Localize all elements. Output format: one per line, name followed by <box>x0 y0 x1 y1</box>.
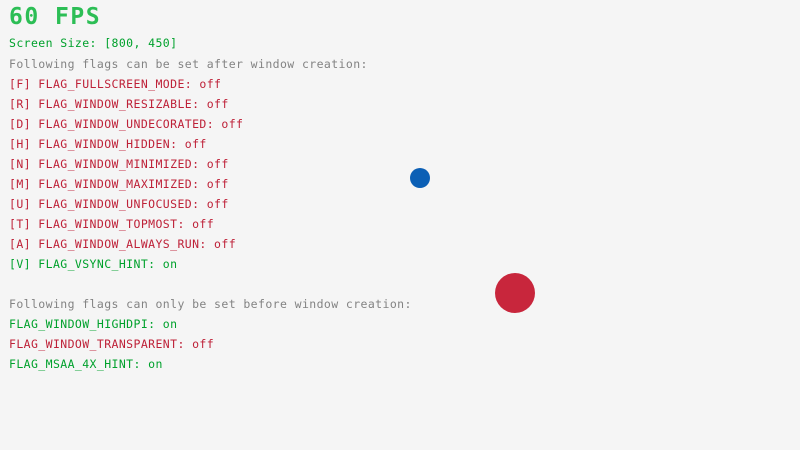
flag-line-flag_window_resizable[interactable]: [R] FLAG_WINDOW_RESIZABLE: off <box>9 97 229 111</box>
flag-line-flag_window_highdpi[interactable]: FLAG_WINDOW_HIGHDPI: on <box>9 317 178 331</box>
bouncing-ball-red <box>495 273 535 313</box>
flag-line-flag_window_always_run[interactable]: [A] FLAG_WINDOW_ALWAYS_RUN: off <box>9 237 237 251</box>
flag-line-flag_fullscreen_mode[interactable]: [F] FLAG_FULLSCREEN_MODE: off <box>9 77 222 91</box>
screen-size-label: Screen Size: [800, 450] <box>9 36 178 50</box>
flag-line-flag_window_maximized[interactable]: [M] FLAG_WINDOW_MAXIMIZED: off <box>9 177 229 191</box>
flag-line-flag_vsync_hint[interactable]: [V] FLAG_VSYNC_HINT: on <box>9 257 178 271</box>
flag-line-flag_window_unfocused[interactable]: [U] FLAG_WINDOW_UNFOCUSED: off <box>9 197 229 211</box>
creation-flags-header: Following flags can only be set before w… <box>9 297 412 311</box>
flag-line-flag_window_undecorated[interactable]: [D] FLAG_WINDOW_UNDECORATED: off <box>9 117 244 131</box>
fps-counter: 60 FPS <box>9 4 102 30</box>
flag-line-flag_window_topmost[interactable]: [T] FLAG_WINDOW_TOPMOST: off <box>9 217 215 231</box>
flag-line-flag_window_hidden[interactable]: [H] FLAG_WINDOW_HIDDEN: off <box>9 137 207 151</box>
bouncing-ball-blue <box>410 168 430 188</box>
flag-line-flag_window_transparent[interactable]: FLAG_WINDOW_TRANSPARENT: off <box>9 337 215 351</box>
runtime-flags-header: Following flags can be set after window … <box>9 57 368 71</box>
flag-line-flag_window_minimized[interactable]: [N] FLAG_WINDOW_MINIMIZED: off <box>9 157 229 171</box>
flag-line-flag_msaa_4x_hint[interactable]: FLAG_MSAA_4X_HINT: on <box>9 357 163 371</box>
